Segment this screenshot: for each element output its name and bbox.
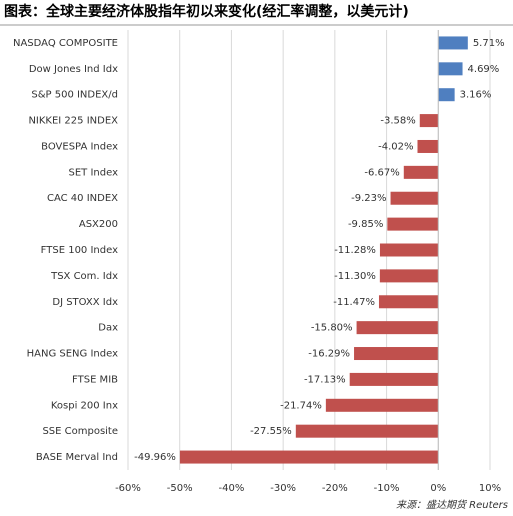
category-label: Dax — [98, 323, 118, 334]
bar — [295, 424, 439, 438]
category-label: TSX Com. Idx — [50, 271, 118, 282]
category-label: SSE Composite — [42, 426, 118, 437]
value-label: -11.28% — [334, 245, 376, 256]
category-label: NASDAQ COMPOSITE — [13, 38, 118, 49]
value-label: -9.85% — [348, 219, 383, 230]
category-label: Dow Jones Ind Idx — [29, 64, 118, 75]
value-label: -16.29% — [308, 349, 350, 360]
bar — [403, 165, 439, 179]
category-label: SET Index — [69, 167, 119, 178]
value-label: 3.16% — [460, 90, 492, 101]
bar — [379, 243, 439, 257]
bar — [354, 347, 439, 361]
bar — [325, 398, 439, 412]
bar — [179, 450, 439, 464]
x-tick-label: -20% — [322, 483, 348, 494]
category-label: HANG SENG Index — [27, 349, 118, 360]
bar — [349, 372, 439, 386]
category-label: DJ STOXX Idx — [52, 297, 118, 308]
category-label: Kospi 200 Inx — [51, 400, 118, 411]
bar — [356, 321, 439, 335]
bar — [387, 217, 439, 231]
value-label: 5.71% — [473, 38, 505, 49]
x-tick-label: -40% — [219, 483, 245, 494]
value-label: -49.96% — [134, 452, 176, 463]
value-label: -9.23% — [351, 193, 386, 204]
x-tick-label: -50% — [167, 483, 193, 494]
value-label: 4.69% — [468, 64, 500, 75]
chart-title: 图表：全球主要经济体股指年初以来变化(经汇率调整，以美元计) — [4, 3, 409, 20]
value-label: -11.47% — [333, 297, 375, 308]
category-label: BOVESPA Index — [41, 141, 118, 152]
x-tick-label: 0% — [430, 483, 446, 494]
value-label: -21.74% — [280, 400, 322, 411]
value-label: -4.02% — [378, 141, 413, 152]
category-label: BASE Merval Ind — [36, 452, 118, 463]
value-label: -11.30% — [334, 271, 376, 282]
bar — [419, 114, 439, 128]
category-label: S&P 500 INDEX/d — [31, 90, 118, 101]
value-label: -6.67% — [364, 167, 399, 178]
bar — [438, 88, 455, 102]
value-label: -15.80% — [311, 323, 353, 334]
x-tick-label: -60% — [115, 483, 141, 494]
bar — [438, 36, 468, 50]
source: 来源：盛达期货 Reuters — [396, 499, 508, 511]
value-label: -17.13% — [304, 374, 346, 385]
bar — [438, 62, 463, 76]
x-tick-label: 10% — [479, 483, 501, 494]
bar — [378, 295, 439, 309]
value-label: -27.55% — [250, 426, 292, 437]
bar — [390, 191, 439, 205]
category-label: NIKKEI 225 INDEX — [28, 116, 118, 127]
value-label: -3.58% — [380, 116, 415, 127]
x-tick-label: -10% — [374, 483, 400, 494]
bar — [417, 139, 439, 153]
x-tick-label: -30% — [270, 483, 296, 494]
category-label: FTSE MIB — [72, 374, 118, 385]
category-label: FTSE 100 Index — [41, 245, 118, 256]
category-label: CAC 40 INDEX — [47, 193, 118, 204]
category-label: ASX200 — [79, 219, 118, 230]
bar — [379, 269, 439, 283]
